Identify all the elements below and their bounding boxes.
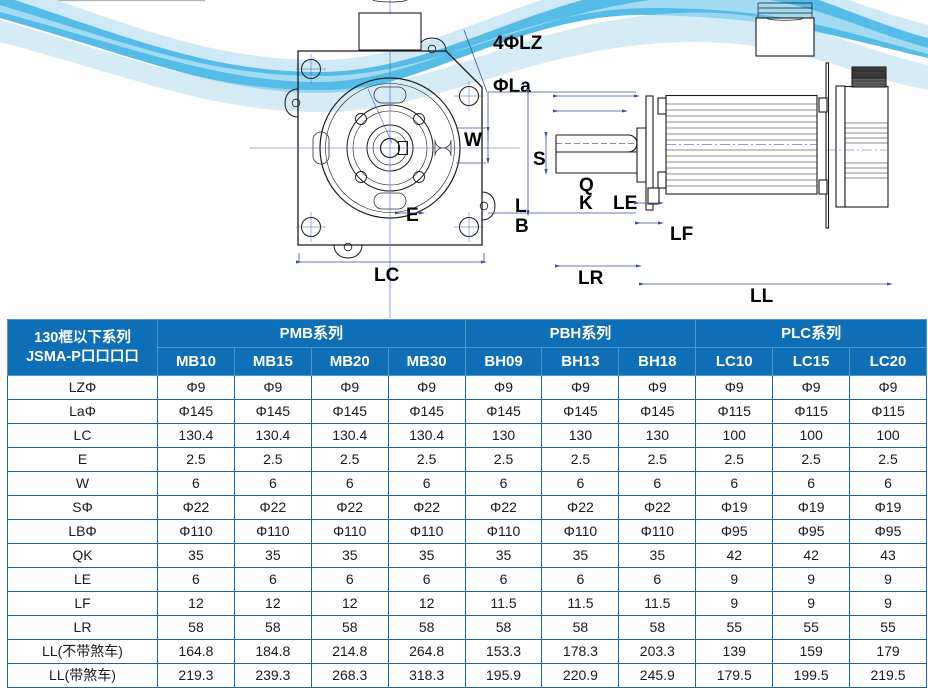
svg-text:LL: LL: [750, 286, 774, 307]
svg-text:LE: LE: [613, 193, 637, 214]
svg-text:LC: LC: [374, 265, 400, 286]
svg-text:E: E: [406, 205, 419, 226]
svg-text:L: L: [515, 196, 527, 217]
svg-text:LR: LR: [578, 268, 604, 289]
svg-text:K: K: [579, 193, 593, 214]
svg-text:LF: LF: [670, 224, 693, 245]
svg-text:ΦLa: ΦLa: [493, 76, 531, 97]
svg-text:S: S: [533, 149, 546, 170]
svg-text:B: B: [515, 216, 529, 237]
svg-text:W: W: [464, 130, 482, 151]
svg-text:4ΦLZ: 4ΦLZ: [493, 33, 543, 54]
